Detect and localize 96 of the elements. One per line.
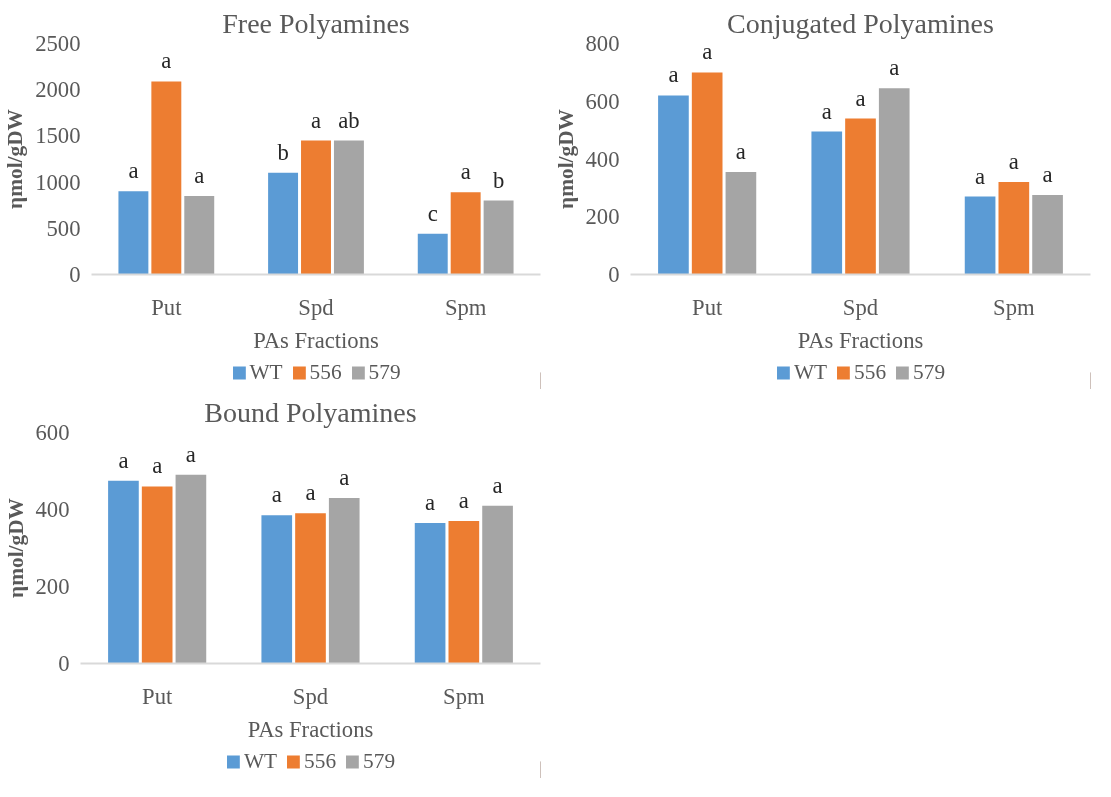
legend-label: WT: [243, 748, 278, 774]
data-label: a: [855, 85, 866, 111]
legend-label: 579: [368, 359, 401, 385]
x-tick-label: Spm: [993, 294, 1035, 320]
y-axis-title: ηmol/gDW: [3, 109, 28, 209]
x-tick-label: Spm: [443, 683, 485, 709]
y-tick-label: 2000: [35, 77, 81, 103]
data-label: a: [458, 488, 469, 514]
data-label: a: [194, 162, 205, 188]
bar: [483, 200, 514, 275]
bar: [417, 233, 448, 275]
bar: [328, 497, 360, 664]
legend-label: 579: [363, 748, 396, 774]
x-tick-label: Spm: [444, 294, 487, 320]
data-label: a: [271, 482, 282, 508]
bar: [658, 95, 689, 275]
x-axis-title: PAs Fractions: [247, 716, 374, 742]
y-tick-label: 1500: [35, 123, 81, 149]
data-label: a: [702, 39, 713, 65]
bar: [998, 182, 1030, 275]
bar: [811, 131, 843, 275]
y-tick-label: 500: [46, 215, 81, 241]
bar: [175, 474, 207, 664]
data-label: ab: [338, 107, 360, 133]
y-tick-label: 400: [585, 146, 620, 172]
y-tick-label: 800: [585, 31, 620, 56]
data-label: a: [339, 464, 350, 490]
bar: [450, 192, 481, 275]
bar: [118, 191, 149, 275]
chart-title: Free Polyamines: [222, 7, 410, 39]
legend-label: WT: [793, 359, 828, 385]
bar: [184, 195, 215, 275]
bar: [878, 88, 910, 275]
y-tick-label: 2500: [35, 31, 81, 56]
bar: [268, 172, 299, 275]
data-label: a: [425, 489, 436, 515]
bar: [964, 196, 996, 275]
x-tick-label: Spd: [292, 683, 329, 709]
bar: [845, 118, 876, 275]
data-label: a: [310, 107, 322, 133]
data-label: a: [492, 472, 503, 498]
data-label: c: [427, 200, 438, 226]
data-label: a: [152, 453, 163, 479]
bar: [151, 81, 182, 275]
data-label: a: [735, 138, 746, 164]
data-label: a: [460, 159, 471, 185]
data-label: a: [128, 158, 139, 184]
y-axis-title: ηmol/gDW: [553, 109, 578, 209]
y-tick-label: 200: [585, 204, 620, 230]
data-label: a: [975, 163, 986, 189]
bar: [482, 505, 513, 664]
legend-label: 579: [913, 359, 946, 385]
y-tick-label: 0: [608, 262, 620, 287]
chart-title: Conjugated Polyamines: [727, 7, 994, 39]
x-tick-label: Spd: [842, 294, 879, 320]
data-label: a: [1008, 149, 1019, 175]
y-axis-title: ηmol/gDW: [3, 498, 28, 598]
data-label: a: [185, 441, 196, 467]
data-label: a: [305, 480, 316, 506]
bar: [295, 513, 326, 664]
legend-label: 556: [304, 748, 337, 774]
legend-label: WT: [249, 359, 283, 385]
legend-label: 556: [309, 359, 342, 385]
data-label: b: [492, 167, 505, 193]
y-tick-label: 200: [35, 574, 70, 599]
legend-label: 556: [854, 359, 887, 385]
x-tick-label: Spd: [298, 294, 335, 320]
data-label: a: [161, 48, 172, 74]
bar: [333, 140, 364, 275]
x-axis-title: PAs Fractions: [797, 327, 924, 353]
bar: [141, 486, 173, 664]
x-tick-label: Put: [151, 294, 183, 320]
bar: [414, 522, 446, 664]
bar: [261, 515, 293, 664]
x-tick-label: Put: [142, 683, 173, 709]
x-tick-label: Put: [692, 294, 723, 320]
y-tick-label: 0: [58, 651, 70, 676]
y-tick-label: 1000: [35, 169, 81, 195]
chart-title: Bound Polyamines: [204, 396, 417, 428]
bar: [301, 140, 331, 275]
bar: [108, 480, 139, 664]
data-label: a: [668, 62, 679, 88]
data-label: a: [118, 447, 129, 473]
bar: [448, 521, 480, 664]
y-tick-label: 600: [35, 420, 70, 445]
y-tick-label: 600: [585, 88, 620, 114]
bar: [725, 171, 757, 275]
x-axis-title: PAs Fractions: [253, 327, 379, 353]
data-label: a: [889, 55, 900, 81]
data-label: a: [821, 98, 832, 124]
data-label: a: [1042, 162, 1053, 188]
bar: [691, 72, 723, 275]
bar: [1032, 195, 1063, 275]
y-tick-label: 0: [69, 262, 81, 287]
y-tick-label: 400: [35, 497, 70, 522]
data-label: b: [277, 139, 289, 165]
